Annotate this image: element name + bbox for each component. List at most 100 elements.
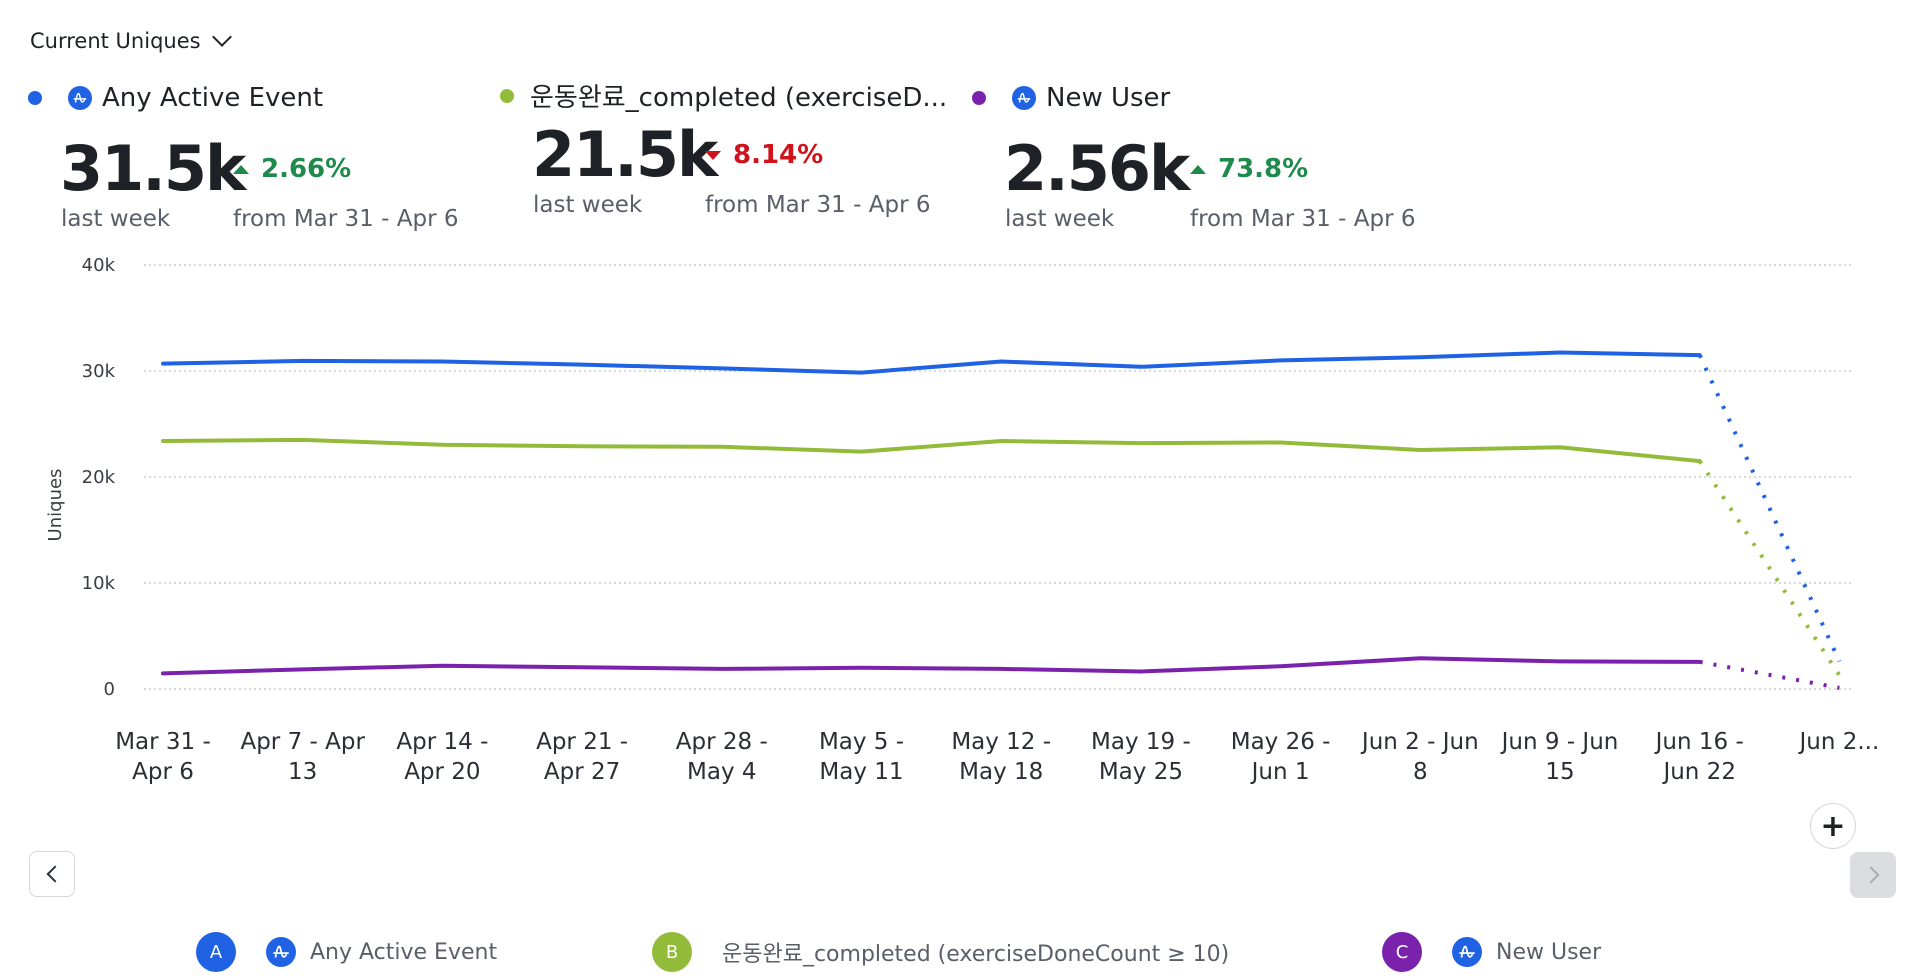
x-tick-label: May 19 -May 25	[1091, 729, 1191, 785]
next-page-button[interactable]	[1850, 852, 1896, 898]
series-0	[153, 342, 1842, 663]
y-tick-label: 20k	[82, 467, 116, 488]
chart-legend: A Any Active Event B 운동완료_completed (exe…	[0, 932, 1914, 972]
data-point[interactable]	[432, 435, 452, 455]
series-color-dot	[28, 91, 42, 105]
chevron-right-icon	[1862, 866, 1879, 884]
x-tick-label: Jun 2...	[1797, 729, 1879, 755]
trend-down-icon	[705, 150, 721, 160]
data-point[interactable]	[712, 358, 732, 378]
legend-label: New User	[1496, 939, 1602, 965]
stat-value: 2.56k	[1004, 132, 1190, 205]
legend-item-c[interactable]: C New User	[1382, 932, 1601, 972]
x-tick-label: Jun 2 - Jun 8	[1360, 729, 1479, 785]
previous-page-button[interactable]	[29, 851, 75, 897]
data-point[interactable]	[153, 354, 173, 374]
y-tick-label: 0	[104, 679, 115, 700]
data-point[interactable]	[572, 355, 592, 375]
data-point[interactable]	[1550, 651, 1570, 671]
amplitude-event-icon	[1452, 937, 1482, 967]
trend-up-icon	[1190, 164, 1206, 174]
grid-lines	[144, 264, 1854, 690]
stat-delta-value: 73.8%	[1218, 154, 1309, 184]
trend-up-icon	[233, 164, 249, 174]
stat-delta: 8.14%	[705, 140, 823, 170]
data-point[interactable]	[572, 657, 592, 677]
x-axis-ticks: Mar 31 -Apr 6 Apr 7 - Apr 13 Apr 14 -Apr 20…	[115, 729, 1879, 785]
x-tick-label: May 5 -May 11	[819, 729, 904, 785]
data-point[interactable]	[432, 351, 452, 371]
data-point[interactable]	[852, 442, 872, 462]
data-point[interactable]	[1131, 662, 1151, 682]
data-point[interactable]	[852, 658, 872, 678]
series-color-dot	[972, 91, 986, 105]
legend-label: 운동완료_completed (exerciseDoneCount ≥ 10)	[722, 942, 1230, 967]
y-tick-label: 40k	[82, 255, 116, 276]
series-badge: B	[652, 932, 692, 972]
series-projection-line	[1699, 659, 1840, 690]
x-tick-label: May 26 -Jun 1	[1231, 729, 1331, 785]
data-point[interactable]	[1410, 648, 1430, 668]
data-point[interactable]	[1271, 350, 1291, 370]
stat-delta: 73.8%	[1190, 154, 1308, 184]
data-point[interactable]	[1410, 440, 1430, 460]
amplitude-event-icon	[68, 86, 92, 110]
stat-value: 21.5k	[532, 118, 718, 191]
data-point[interactable]	[1550, 342, 1570, 362]
x-tick-label: Apr 28 -May 4	[676, 729, 768, 785]
amplitude-event-icon	[266, 937, 296, 967]
data-point[interactable]	[1690, 451, 1710, 471]
stat-title: New User	[1046, 83, 1171, 113]
chevron-down-icon	[211, 27, 232, 47]
data-point[interactable]	[293, 351, 313, 371]
stat-period: last week	[61, 206, 171, 232]
data-point[interactable]	[1550, 437, 1570, 457]
data-point[interactable]	[1829, 678, 1849, 698]
data-point[interactable]	[852, 363, 872, 383]
data-point[interactable]	[572, 436, 592, 456]
x-tick-label: Apr 7 - Apr 13	[240, 729, 365, 785]
data-point[interactable]	[991, 431, 1011, 451]
stat-comparison: from Mar 31 - Apr 6	[1190, 206, 1416, 232]
chevron-left-icon	[46, 865, 63, 883]
data-point[interactable]	[1271, 433, 1291, 453]
data-point[interactable]	[1410, 347, 1430, 367]
data-point[interactable]	[712, 659, 732, 679]
data-point[interactable]	[432, 656, 452, 676]
data-point[interactable]	[293, 430, 313, 450]
data-point[interactable]	[991, 351, 1011, 371]
y-tick-label: 10k	[82, 573, 116, 594]
stat-value: 31.5k	[60, 132, 246, 205]
series-projection-line	[1697, 354, 1842, 663]
series-line	[161, 656, 1702, 676]
x-tick-label: Jun 9 - Jun 15	[1500, 729, 1619, 785]
series-badge: A	[196, 932, 236, 972]
data-point[interactable]	[1131, 357, 1151, 377]
stat-period: last week	[1005, 206, 1115, 232]
x-tick-label: Apr 21 -Apr 27	[536, 729, 628, 785]
series-2	[153, 648, 1849, 698]
legend-item-b[interactable]: B 운동완료_completed (exerciseDoneCount ≥ 10…	[652, 932, 1229, 972]
metric-selector-dropdown[interactable]: Current Uniques	[30, 27, 232, 53]
data-point[interactable]	[1690, 345, 1710, 365]
metric-selector-label: Current Uniques	[30, 29, 201, 53]
stat-title: Any Active Event	[102, 83, 324, 113]
add-annotation-button[interactable]: +	[1810, 803, 1856, 849]
amplitude-event-icon	[1012, 86, 1036, 110]
stat-comparison: from Mar 31 - Apr 6	[233, 206, 459, 232]
series-line	[161, 350, 1702, 375]
legend-label: Any Active Event	[310, 939, 498, 965]
series-color-dot	[500, 88, 514, 103]
data-point[interactable]	[153, 663, 173, 683]
data-point[interactable]	[1690, 652, 1710, 672]
x-tick-label: Apr 14 -Apr 20	[396, 729, 488, 785]
x-tick-label: Mar 31 -Apr 6	[115, 729, 211, 785]
series-line	[161, 437, 1702, 464]
data-point[interactable]	[712, 437, 732, 457]
data-point[interactable]	[293, 659, 313, 679]
data-point[interactable]	[153, 431, 173, 451]
data-point[interactable]	[1271, 656, 1291, 676]
legend-item-a[interactable]: A Any Active Event	[196, 932, 497, 972]
data-point[interactable]	[991, 659, 1011, 679]
data-point[interactable]	[1131, 433, 1151, 453]
